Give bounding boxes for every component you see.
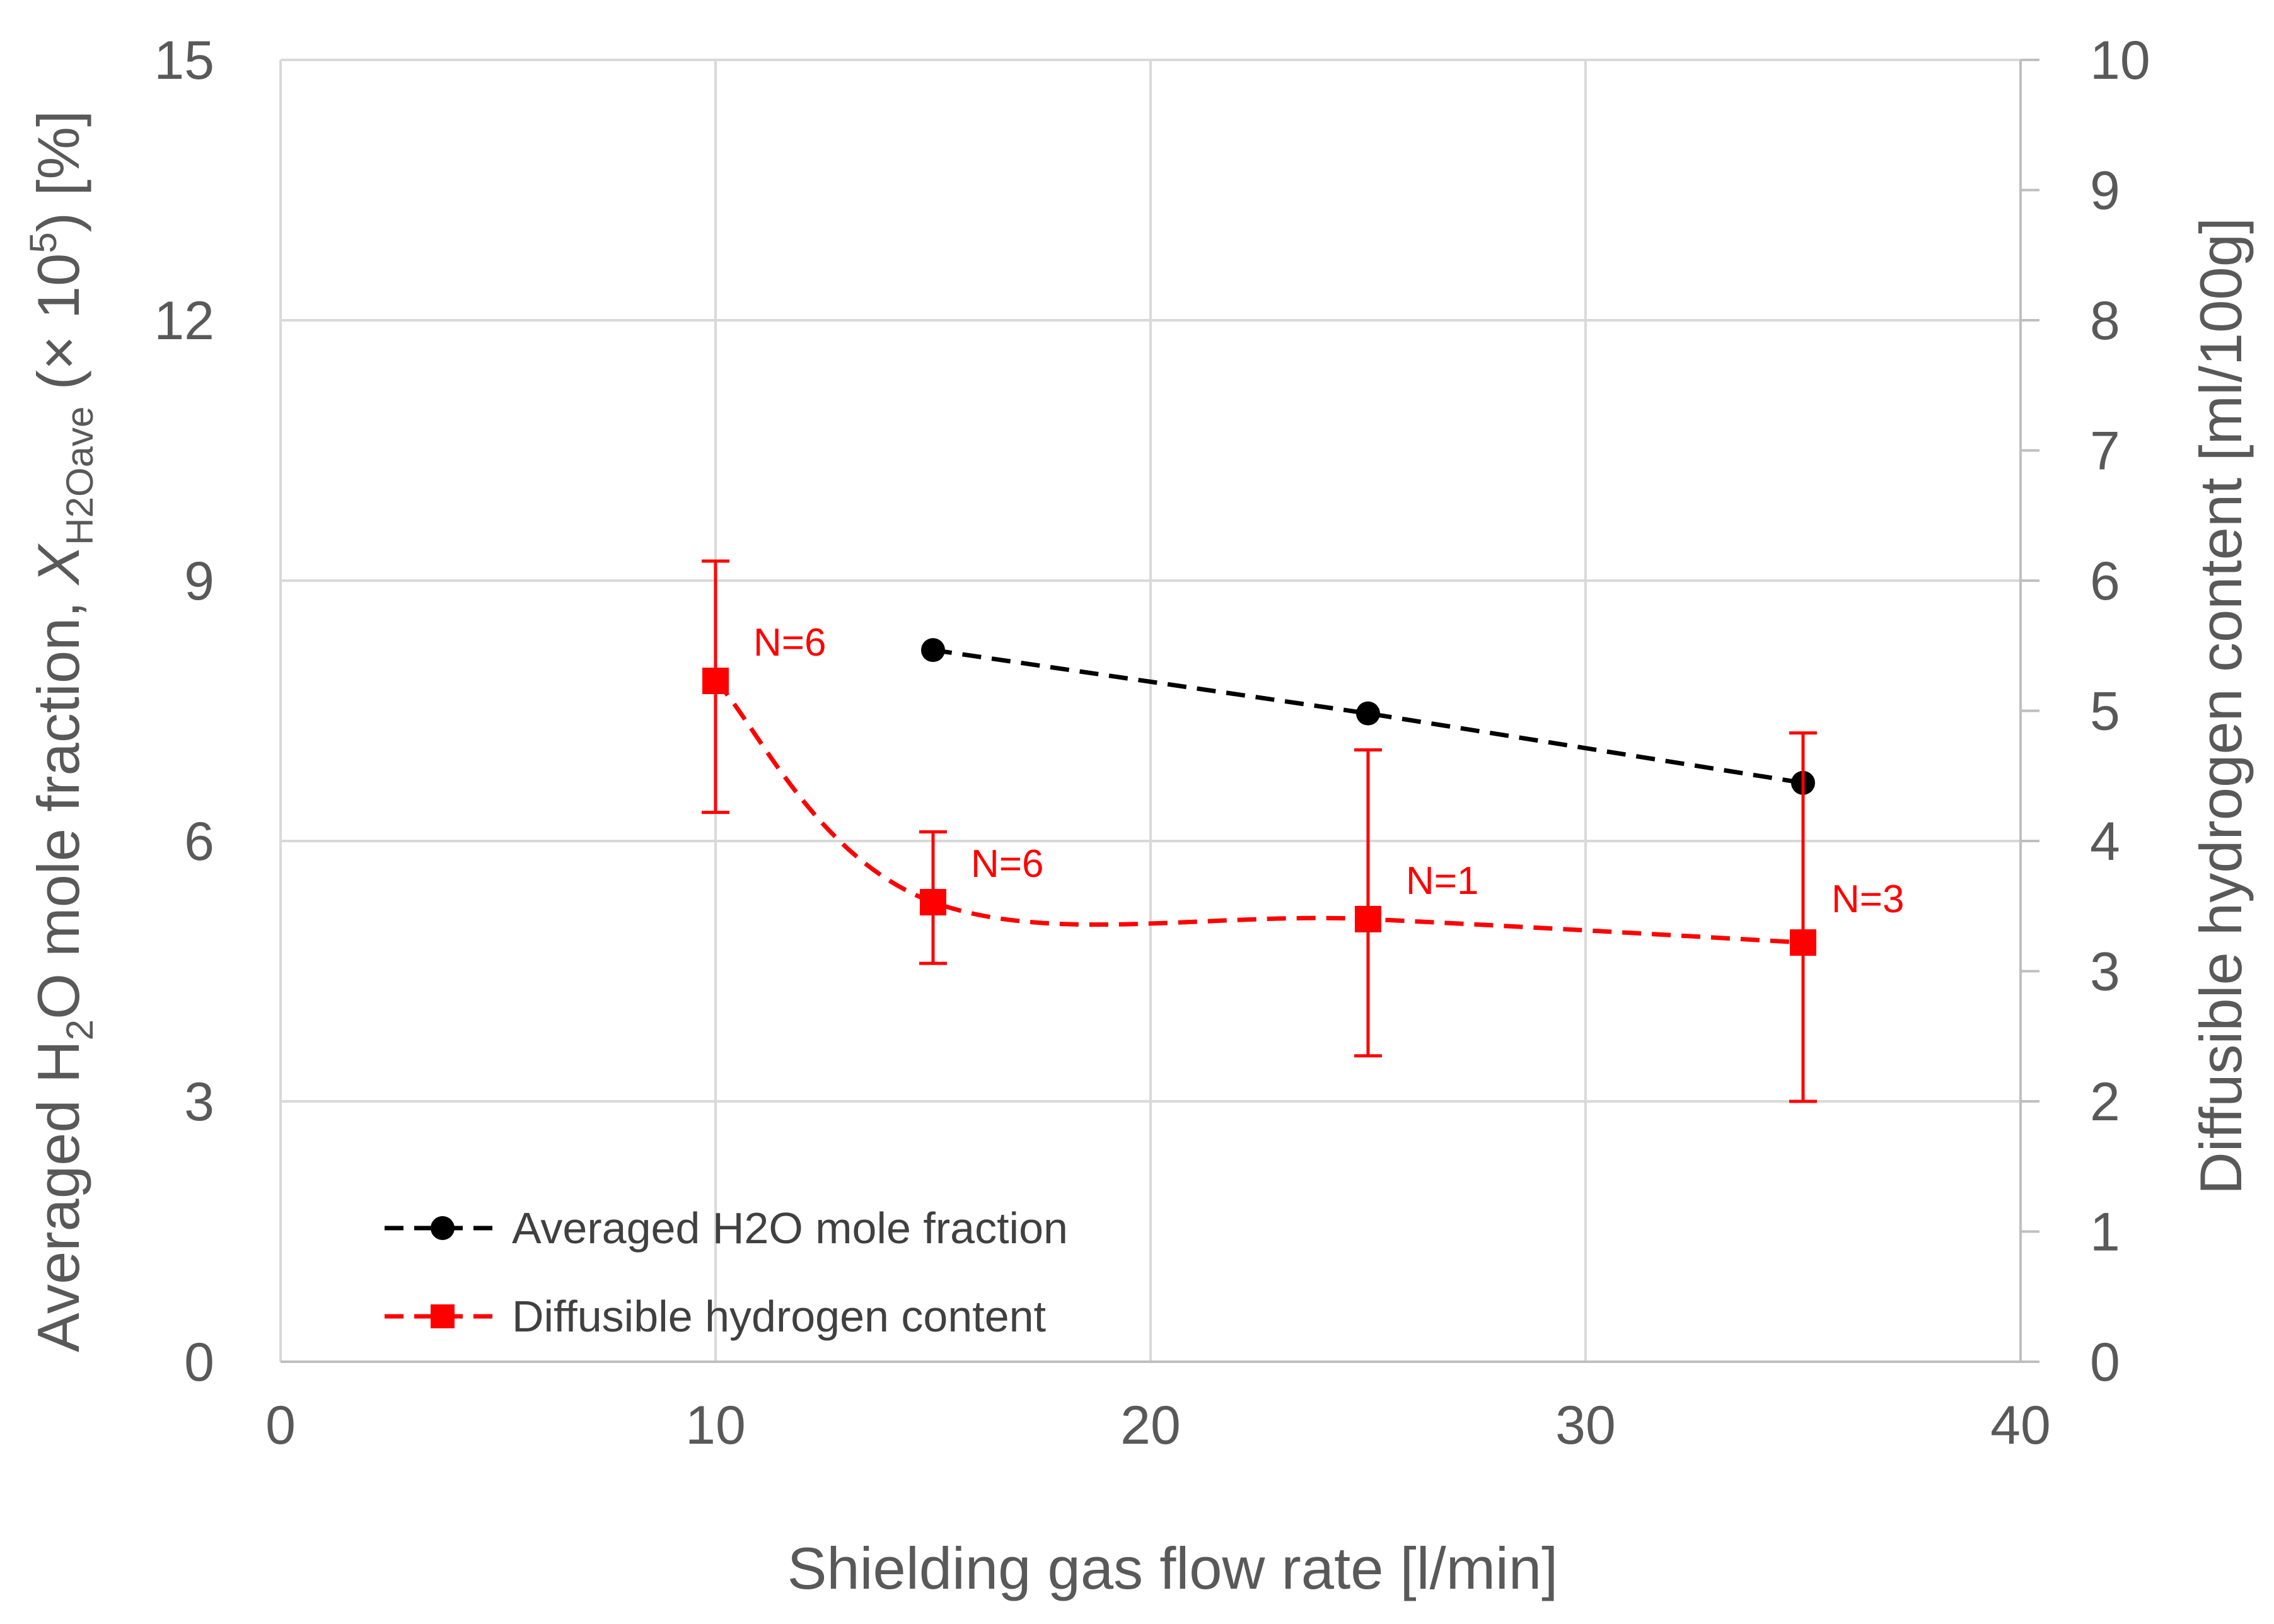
axes xyxy=(281,59,2039,1363)
x-axis-title: Shielding gas flow rate [l/min] xyxy=(787,1535,1558,1601)
series-hydrogen-point xyxy=(920,889,946,916)
legend-label-h2o: Averaged H2O mole fraction xyxy=(512,1204,1068,1253)
y-right-tick-label: 1 xyxy=(2090,1202,2120,1263)
y-left-tick-label: 15 xyxy=(154,30,214,91)
y-left-tick-label: 0 xyxy=(184,1332,214,1393)
annotation-n-label: N=3 xyxy=(1831,878,1904,921)
series-h2o-point xyxy=(921,638,945,663)
annotation-n-label: N=1 xyxy=(1406,859,1478,903)
x-tick-label: 0 xyxy=(265,1395,296,1456)
legend-marker-hydrogen xyxy=(431,1304,455,1328)
y-left-tick-label: 9 xyxy=(184,551,214,612)
grid xyxy=(279,59,2022,1363)
y-right-tick-label: 9 xyxy=(2090,161,2120,221)
y-right-tick-label: 0 xyxy=(2090,1332,2120,1393)
series-hydrogen-point xyxy=(1355,905,1381,932)
y-left-tick-label: 3 xyxy=(184,1072,214,1132)
series-h2o-point xyxy=(1356,701,1380,726)
y-right-tick-label: 10 xyxy=(2090,30,2150,91)
annotation-n-label: N=6 xyxy=(753,621,826,664)
y-right-tick-label: 8 xyxy=(2090,291,2120,351)
y-left-axis-title: Averaged H2O mole fraction, XH2Oave (× 1… xyxy=(22,110,101,1352)
y-left-tick-label: 6 xyxy=(184,811,214,872)
series-layer xyxy=(702,559,1817,1103)
annotation-n-label: N=6 xyxy=(971,842,1043,886)
series-hydrogen-point xyxy=(702,668,729,695)
y-right-tick-label: 5 xyxy=(2090,682,2120,742)
y-right-tick-label: 2 xyxy=(2090,1072,2120,1132)
x-tick-label: 10 xyxy=(685,1395,746,1456)
x-tick-label: 40 xyxy=(1990,1395,2051,1456)
y-right-tick-label: 6 xyxy=(2090,551,2120,612)
series-hydrogen-point xyxy=(1790,929,1816,956)
x-tick-label: 20 xyxy=(1120,1395,1181,1456)
series-hydrogen-line xyxy=(714,679,1804,945)
legend-marker-h2o xyxy=(431,1216,455,1240)
legend: Averaged H2O mole fraction Diffusible hy… xyxy=(385,1204,1068,1341)
y-right-tick-label: 3 xyxy=(2090,942,2120,1002)
y-right-tick-label: 7 xyxy=(2090,421,2120,482)
y-left-tick-label: 12 xyxy=(154,291,214,351)
y-right-tick-label: 4 xyxy=(2090,811,2120,872)
y-right-axis-title: Diffusible hydrogen content [ml/100g] xyxy=(2188,218,2254,1195)
legend-label-hydrogen: Diffusible hydrogen content xyxy=(512,1292,1046,1341)
x-tick-label: 30 xyxy=(1555,1395,1616,1456)
